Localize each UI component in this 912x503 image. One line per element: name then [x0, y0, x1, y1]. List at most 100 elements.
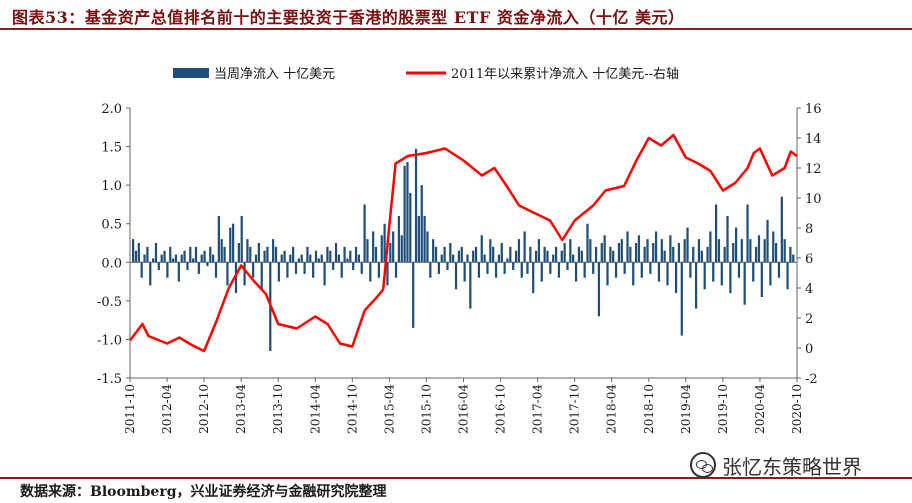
weekly-flow-bar: [334, 243, 338, 263]
weekly-flow-bar: [134, 250, 138, 263]
right-tick-label: 10: [805, 192, 822, 207]
weekly-flow-bar: [472, 250, 475, 263]
right-tick-label: 12: [805, 162, 822, 177]
weekly-flow-bar: [609, 246, 612, 263]
weekly-flow-bar: [137, 243, 140, 263]
weekly-flow-bar: [237, 243, 240, 263]
weekly-flow-bar: [486, 262, 489, 274]
weekly-flow-bar: [303, 262, 306, 274]
weekly-flow-bar: [766, 219, 769, 263]
x-tick-label: 2012-10: [197, 384, 211, 434]
right-tick-label: 8: [805, 222, 813, 237]
weekly-flow-bar: [789, 246, 792, 263]
weekly-flow-bar: [286, 262, 289, 278]
weekly-flow-bar: [309, 254, 312, 263]
weekly-flow-bar: [603, 235, 606, 263]
weekly-flow-bar: [560, 250, 563, 263]
weekly-flow-bar: [172, 258, 175, 263]
right-tick-label: 16: [805, 102, 822, 117]
weekly-flow-bar: [446, 262, 449, 270]
weekly-flow-bar: [537, 239, 541, 263]
weekly-flow-bar: [714, 204, 718, 263]
weekly-flow-bar: [580, 250, 583, 263]
weekly-flow-bar: [180, 254, 183, 263]
weekly-flow-bar: [689, 262, 692, 278]
weekly-flow-bar: [360, 262, 363, 274]
weekly-flow-bar: [492, 246, 495, 263]
weekly-flow-bar: [612, 250, 615, 263]
weekly-flow-bar: [489, 239, 492, 263]
weekly-flow-bar: [443, 246, 446, 263]
weekly-flow-bar: [283, 250, 286, 263]
weekly-flow-bar: [166, 262, 169, 278]
weekly-flow-bar: [583, 262, 586, 278]
weekly-flow-bar: [749, 239, 752, 263]
weekly-flow-bars: [132, 148, 795, 351]
weekly-flow-bar: [757, 235, 761, 263]
weekly-flow-bar: [463, 262, 466, 282]
weekly-flow-bar: [223, 246, 226, 263]
weekly-flow-bar: [674, 262, 678, 294]
weekly-flow-bar: [206, 262, 209, 267]
weekly-flow-bar: [169, 246, 172, 263]
weekly-flow-bar: [194, 246, 198, 263]
weekly-flow-bar: [157, 262, 160, 270]
left-tick-label: 1.0: [101, 179, 122, 194]
right-tick-label: -2: [805, 372, 818, 387]
weekly-flow-bar: [177, 262, 180, 282]
weekly-flow-bar: [589, 239, 592, 263]
weekly-flow-bar: [372, 231, 375, 263]
weekly-flow-bar: [569, 239, 572, 263]
weekly-flow-bar: [254, 254, 258, 263]
weekly-flow-bar: [289, 254, 292, 263]
weekly-flow-bar: [760, 262, 763, 297]
weekly-flow-bar: [229, 227, 232, 263]
weekly-flow-bar: [669, 235, 672, 263]
weekly-flow-bar: [623, 262, 626, 274]
weekly-flow-bar: [366, 239, 369, 263]
weekly-flow-bar: [263, 250, 266, 263]
x-tick-label: 2019-04: [679, 384, 693, 434]
weekly-flow-bar: [746, 204, 749, 263]
x-tick-label: 2013-10: [271, 384, 285, 434]
weekly-flow-bar: [512, 262, 515, 270]
weekly-flow-bar: [640, 262, 643, 278]
weekly-flow-bar: [606, 262, 609, 286]
weekly-flow-bar: [752, 262, 755, 282]
x-tick-label: 2016-04: [457, 384, 471, 434]
weekly-flow-bar: [592, 262, 595, 274]
weekly-flow-bar: [529, 246, 532, 263]
weekly-flow-bar: [200, 254, 203, 263]
weekly-flow-bar: [377, 262, 380, 278]
weekly-flow-bar: [775, 243, 778, 263]
weekly-flow-bar: [426, 231, 429, 263]
source-note: 数据来源：Bloomberg，兴业证券经济与金融研究院整理: [20, 484, 387, 500]
weekly-flow-bar: [454, 262, 458, 290]
weekly-flow-bar: [217, 216, 220, 263]
weekly-flow-bar: [312, 262, 315, 278]
weekly-flow-bar: [260, 262, 263, 290]
weekly-flow-bar: [423, 216, 426, 263]
weekly-flow-bar: [734, 227, 738, 263]
x-tick-label: 2014-04: [308, 384, 322, 434]
weekly-flow-bar: [300, 254, 303, 263]
weekly-flow-bar: [186, 262, 189, 270]
weekly-flow-bar: [140, 262, 143, 278]
weekly-flow-bar: [777, 262, 781, 278]
left-tick-label: 0.5: [101, 218, 122, 233]
weekly-flow-bar: [683, 239, 686, 263]
weekly-flow-bar: [663, 250, 666, 263]
right-tick-label: 2: [805, 312, 813, 327]
weekly-flow-bar: [277, 262, 280, 282]
weekly-flow-bar: [457, 250, 461, 263]
weekly-flow-bar: [174, 254, 178, 263]
legend-line-label: 2011年以来累计净流入 十亿美元--右轴: [451, 67, 679, 82]
weekly-flow-bar: [329, 250, 332, 263]
wechat-icon: [690, 452, 716, 478]
weekly-flow-bar: [732, 243, 735, 263]
weekly-flow-bar: [743, 262, 746, 305]
weekly-flow-bar: [389, 243, 392, 263]
weekly-flow-bar: [369, 262, 372, 282]
weekly-flow-bar: [320, 254, 323, 263]
x-tick-label: 2020-04: [753, 384, 767, 434]
